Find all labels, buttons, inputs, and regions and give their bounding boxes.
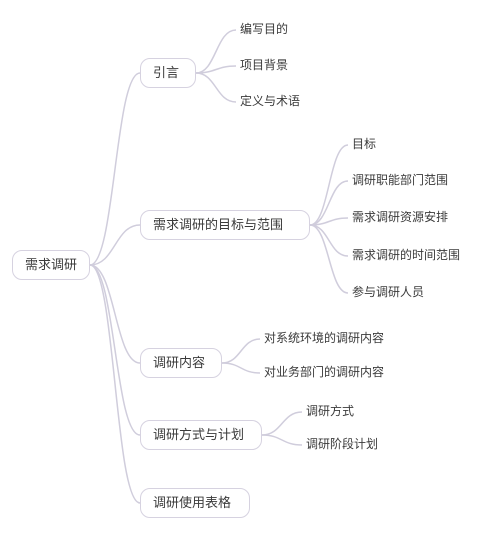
node-method: 调研方式与计划 — [140, 420, 262, 450]
mindmap-canvas: 需求调研 引言需求调研的目标与范围调研内容调研方式与计划调研使用表格 编写目的项目背… — [0, 0, 500, 533]
node-form: 调研使用表格 — [140, 488, 250, 518]
leaf-content-0: 对系统环境的调研内容 — [264, 332, 384, 345]
leaf-intro-2: 定义与术语 — [240, 95, 300, 108]
connector — [90, 225, 140, 265]
root-node: 需求调研 — [12, 250, 90, 280]
connector — [310, 225, 348, 256]
connector — [196, 73, 236, 102]
leaf-goals-1: 调研职能部门范围 — [352, 174, 448, 187]
leaf-method-1: 调研阶段计划 — [306, 438, 378, 451]
leaf-intro-0: 编写目的 — [240, 23, 288, 36]
leaf-intro-1: 项目背景 — [240, 59, 288, 72]
leaf-goals-0: 目标 — [352, 138, 376, 151]
connector — [310, 225, 348, 293]
connector — [90, 265, 140, 503]
leaf-goals-4: 参与调研人员 — [352, 286, 424, 299]
connector — [310, 181, 348, 225]
node-content: 调研内容 — [140, 348, 222, 378]
connector — [90, 265, 140, 435]
connector — [196, 66, 236, 73]
leaf-content-1: 对业务部门的调研内容 — [264, 366, 384, 379]
connector — [310, 145, 348, 225]
leaf-goals-2: 需求调研资源安排 — [352, 211, 448, 224]
leaf-goals-3: 需求调研的时间范围 — [352, 249, 460, 262]
connector — [222, 363, 260, 373]
node-goals: 需求调研的目标与范围 — [140, 210, 310, 240]
connector — [262, 435, 302, 445]
connector — [90, 73, 140, 265]
leaf-method-0: 调研方式 — [306, 405, 354, 418]
node-intro: 引言 — [140, 58, 196, 88]
connector — [196, 30, 236, 73]
connector — [262, 412, 302, 435]
connector — [90, 265, 140, 363]
connector — [310, 218, 348, 225]
connector — [222, 339, 260, 363]
